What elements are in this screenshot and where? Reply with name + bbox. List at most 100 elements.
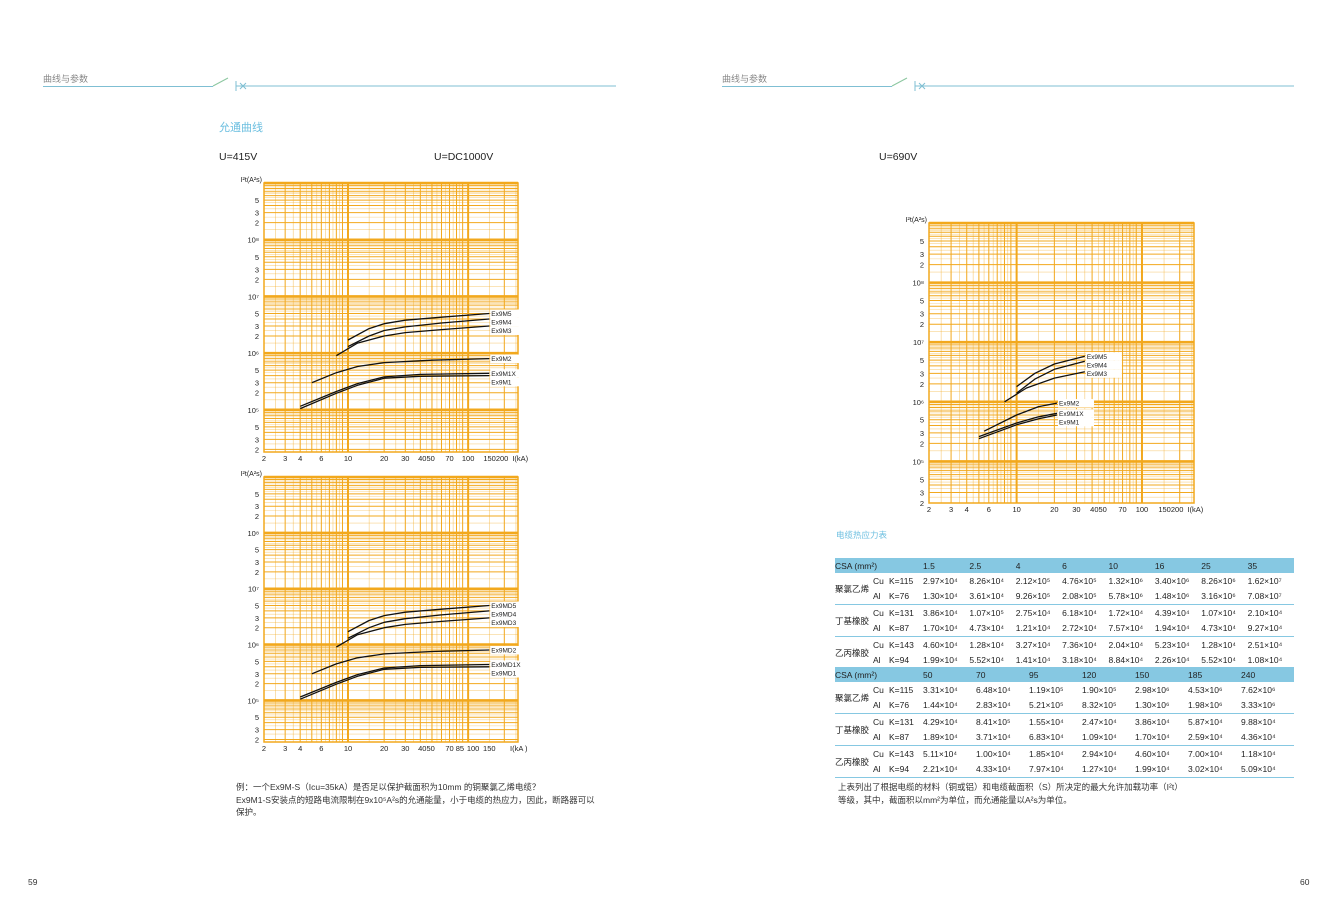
series-line-ex9m2	[983, 402, 1058, 432]
x-tick-label: 4	[298, 454, 302, 463]
y-tick-label: 5	[255, 309, 259, 318]
y-tick-label: 2	[920, 439, 924, 448]
x-tick-label: 150	[483, 744, 496, 753]
y-tick-label: 2	[920, 499, 924, 508]
k-factor: K=131	[889, 716, 914, 727]
switch-symbol-icon	[212, 77, 616, 91]
y-tick-label: 5	[920, 237, 924, 246]
y-tick-label: 3	[255, 322, 259, 331]
x-tick-label: 70	[1118, 505, 1126, 514]
i2t-value: 4.76×10⁵	[1062, 575, 1097, 586]
y-tick-label: 5	[255, 490, 259, 499]
y-tick-label: 3	[255, 670, 259, 679]
i2t-value: 3.27×10⁴	[1015, 639, 1051, 650]
series-label-bg	[1085, 360, 1122, 370]
series-label-bg	[490, 326, 527, 335]
k-factor: K=87	[889, 620, 923, 637]
y-tick-label: 10⁶	[248, 349, 259, 358]
i2t-value: 3.71×10⁴	[976, 729, 1029, 746]
series-label-bg	[490, 668, 527, 678]
i2t-value: 1.44×10⁴	[923, 697, 976, 714]
i2t-value: 4.73×10⁴	[1201, 620, 1248, 637]
y-tick-label: 2	[255, 624, 259, 633]
y-tick-label: 3	[920, 429, 924, 438]
x-axis-label: I(kA )	[510, 744, 528, 753]
k-factor: K=143	[889, 748, 914, 759]
i2t-value: 1.30×10⁶	[1135, 697, 1188, 714]
series-label: Ex9MD2	[491, 647, 516, 654]
k-factor: K=94	[889, 761, 923, 778]
k-factor: K=76	[889, 588, 923, 605]
i2t-value: 1.07×10⁵	[969, 607, 1004, 618]
i2t-value: 1.27×10⁴	[1082, 761, 1135, 778]
i2t-value: 1.98×10⁶	[1188, 697, 1241, 714]
i2t-value: 5.78×10⁶	[1108, 588, 1155, 605]
table-row: 乙丙橡胶 Cu K=143 5.11×10⁴ 1.00×10⁴ 1.85×10⁴ 2.94×…	[835, 745, 1294, 778]
series-label-bg	[1058, 417, 1095, 427]
series-line-ex9md3	[335, 617, 490, 648]
i2t-value: 2.47×10⁴	[1082, 716, 1117, 727]
conductor-metal: Cu	[873, 684, 884, 695]
i2t-value: 5.11×10⁴	[923, 748, 957, 759]
csa-size: 6	[1062, 558, 1109, 573]
chart-690v: 2 3 4 6 10 20 30 4050 70 100 150200 I(kA)53210⁸5321…	[906, 217, 1204, 514]
series-label: Ex9M2	[1059, 401, 1080, 408]
csa-size: 150	[1135, 667, 1188, 682]
i2t-value: 7.36×10⁴	[1062, 639, 1097, 650]
i2t-value: 8.26×10⁶	[1201, 575, 1236, 586]
series-line-ex9md5	[347, 604, 490, 633]
i2t-value: 1.07×10⁴	[1201, 607, 1236, 618]
series-line-ex9md2	[311, 649, 490, 675]
series-label-bg	[490, 377, 527, 387]
x-tick-label: 2	[262, 454, 266, 463]
x-tick-label: 4050	[418, 744, 435, 753]
cable-thermal-stress-table-2: CSA (mm²) 50 70 95 120 150 185 240 聚氯乙烯 Cu K=115 3.…	[835, 667, 1294, 778]
y-tick-label: 2	[255, 512, 259, 521]
series-line-ex9m3	[335, 325, 490, 357]
y-axis-label: I²t(A²s)	[241, 471, 262, 478]
k-factor: K=143	[889, 639, 914, 650]
y-tick-label: 3	[255, 209, 259, 218]
table-row: 乙丙橡胶 Cu K=143 4.60×10⁴ 1.28×10⁴ 3.27×10⁴ 7.36×…	[835, 636, 1294, 669]
i2t-value: 7.97×10⁴	[1029, 761, 1082, 778]
series-label: Ex9M3	[491, 328, 512, 335]
y-tick-label: 3	[255, 726, 259, 735]
y-tick-label: 3	[255, 265, 259, 274]
y-tick-label: 2	[255, 275, 259, 284]
y-tick-label: 3	[255, 502, 259, 511]
series-label-bg	[490, 601, 527, 611]
y-tick-label: 5	[255, 366, 259, 375]
insulation-label: 聚氯乙烯	[835, 682, 873, 714]
i2t-value: 3.86×10⁴	[1135, 716, 1170, 727]
i2t-value: 2.98×10⁶	[1135, 684, 1170, 695]
x-tick-label: 150200	[483, 454, 508, 463]
table-row: Al K=76 1.30×10⁴ 3.61×10⁴ 9.26×10⁵ 2.08×10⁵ 5.…	[835, 588, 1294, 605]
series-label: Ex9MD5	[491, 603, 516, 610]
conductor-metal: Al	[873, 761, 889, 778]
note-line: 保护。	[236, 807, 262, 817]
series-label: Ex9MD1X	[491, 662, 521, 669]
table-title: 电缆热应力表	[836, 530, 888, 540]
y-tick-label: 10⁸	[912, 279, 924, 288]
i2t-value: 4.60×10⁴	[923, 639, 958, 650]
csa-size: 10	[1108, 558, 1155, 573]
series-line-ex9m1	[299, 374, 490, 410]
i2t-value: 1.30×10⁴	[923, 588, 970, 605]
i2t-value: 1.28×10⁴	[1201, 639, 1236, 650]
table-row: Al K=87 1.89×10⁴ 3.71×10⁴ 6.83×10⁴ 1.09×10⁴ 1.…	[835, 729, 1294, 746]
x-tick-label: 20	[1050, 505, 1058, 514]
i2t-value: 4.73×10⁴	[969, 620, 1016, 637]
i2t-value: 2.04×10⁴	[1108, 639, 1144, 650]
x-axis-label: I(kA)	[512, 454, 528, 463]
i2t-value: 2.72×10⁴	[1062, 620, 1109, 637]
i2t-value: 2.75×10⁴	[1015, 607, 1051, 618]
x-tick-label: 6	[987, 505, 991, 514]
conductor-metal: Al	[873, 620, 889, 637]
i2t-value: 7.57×10⁴	[1108, 620, 1155, 637]
y-tick-label: 3	[920, 310, 924, 319]
x-tick-label: 3	[283, 744, 287, 753]
x-tick-label: 100	[462, 454, 475, 463]
conductor-metal: Al	[873, 697, 889, 714]
i2t-value: 1.85×10⁴	[1029, 748, 1064, 759]
cable-thermal-stress-table-1: CSA (mm²) 1.5 2.5 4 6 10 16 25 35 聚氯乙烯 Cu K=115 2.97…	[835, 558, 1294, 669]
